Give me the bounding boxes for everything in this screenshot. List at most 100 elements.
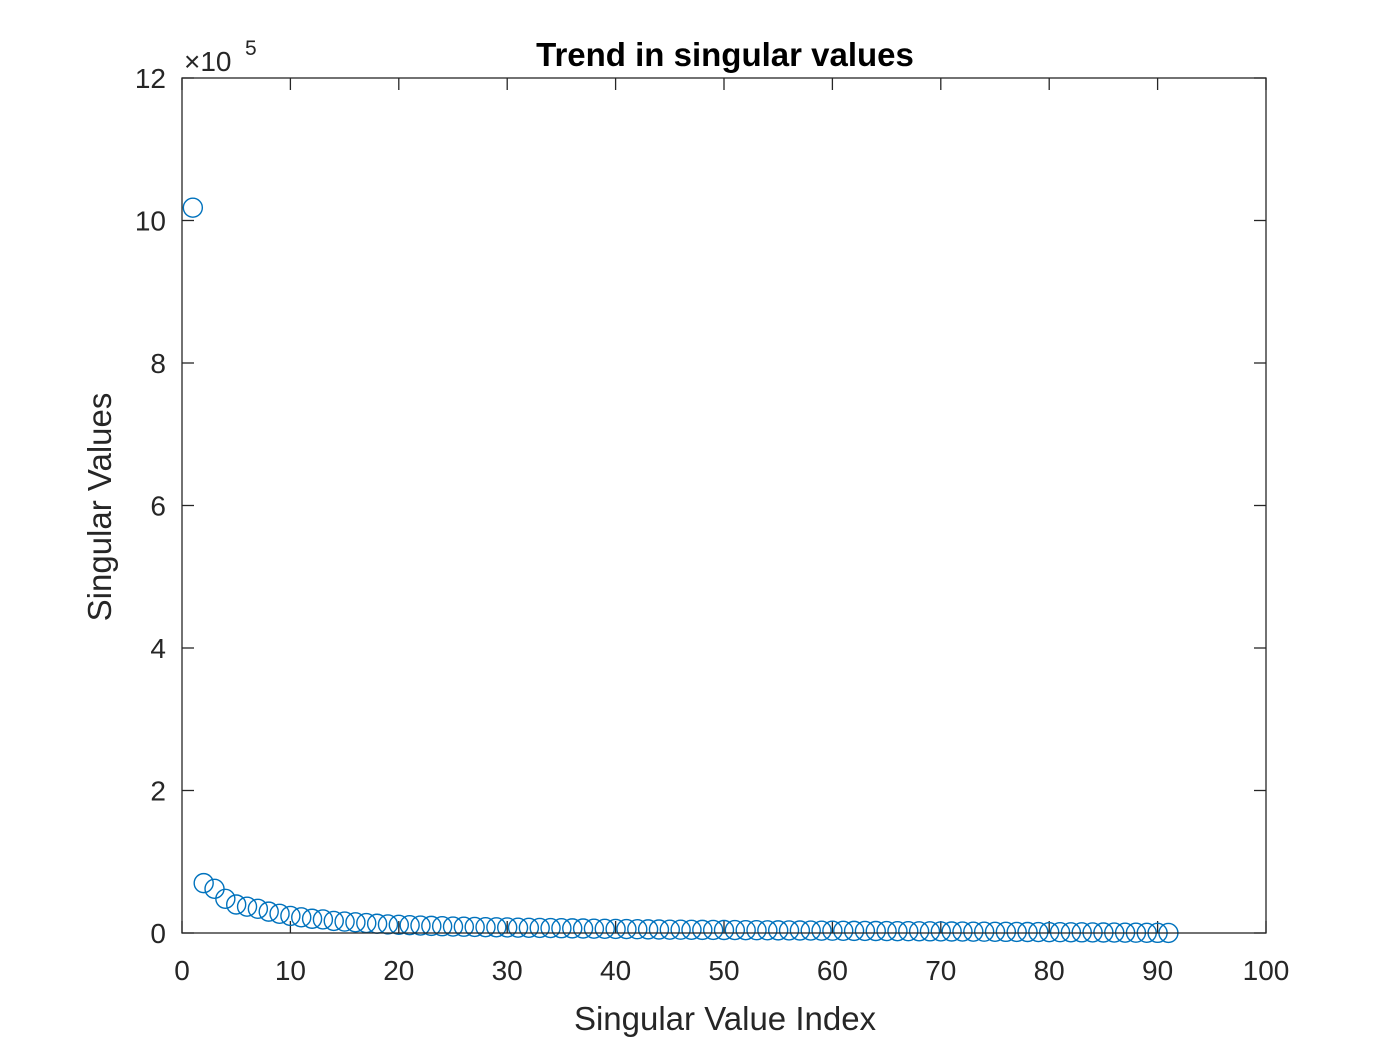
data-point: [301, 908, 323, 929]
data-point: [702, 919, 724, 941]
data-point: [312, 909, 334, 930]
data-point: [518, 917, 540, 938]
data-point: [193, 872, 214, 894]
data-point: [930, 921, 951, 942]
data-point: [757, 920, 778, 941]
data-point: [919, 921, 941, 942]
data-point: [637, 919, 659, 940]
data-point: [616, 918, 637, 940]
data-point: [800, 920, 821, 941]
data-point: [724, 919, 746, 941]
y-exponent-label: ×10 5: [184, 37, 257, 77]
data-point: [507, 917, 529, 938]
data-point: [583, 918, 605, 939]
data-point: [908, 921, 930, 942]
data-point: [280, 905, 301, 927]
data-point: [1060, 922, 1082, 943]
data-point: [258, 901, 279, 922]
data-point: [876, 920, 897, 942]
data-point: [594, 918, 615, 939]
data-point: [952, 921, 973, 942]
data-point: [1049, 922, 1071, 943]
x-tick-label: 80: [1034, 955, 1065, 986]
data-point: [497, 917, 518, 938]
y-tick-label: 4: [150, 633, 166, 664]
axis-tick-labels: 0 10 20 30 40 50 60 70 80 90 100 0 2 4 6 8 10 12: [135, 63, 1290, 986]
data-point: [388, 914, 409, 936]
data-point: [789, 920, 811, 941]
data-point: [746, 920, 767, 941]
data-point: [475, 916, 496, 938]
x-tick-label: 60: [817, 955, 848, 986]
data-point: [973, 921, 995, 942]
data-point: [291, 907, 312, 928]
data-point: [345, 912, 366, 933]
y-tick-label: 10: [135, 206, 166, 237]
data-point: [627, 919, 648, 940]
data-point: [215, 888, 236, 909]
data-point: [1028, 921, 1049, 943]
data-point: [681, 919, 702, 940]
data-point: [540, 917, 561, 939]
data-point: [486, 917, 507, 938]
data-point: [768, 920, 789, 941]
data-point: [377, 914, 399, 935]
data-point: [713, 919, 735, 941]
data-point: [247, 898, 269, 919]
data-point: [898, 921, 919, 942]
y-tick-label: 6: [150, 491, 166, 522]
data-point: [1017, 921, 1038, 943]
data-point: [854, 920, 876, 942]
data-point: [225, 894, 247, 915]
x-tick-label: 10: [275, 955, 306, 986]
x-tick-label: 50: [708, 955, 739, 986]
x-tick-label: 40: [600, 955, 631, 986]
data-point: [334, 911, 355, 932]
data-point: [995, 921, 1017, 943]
chart-title: Trend in singular values: [536, 36, 914, 73]
data-point: [442, 916, 464, 937]
data-point: [833, 920, 854, 941]
data-point: [269, 903, 290, 924]
y-tick-label: 0: [150, 918, 166, 949]
data-point: [453, 916, 475, 937]
data-point: [551, 918, 572, 939]
data-point: [605, 918, 626, 940]
data-point: [822, 920, 843, 941]
data-point: [1038, 921, 1060, 943]
y-exponent-power: 5: [245, 37, 257, 60]
plot-area: [182, 78, 1266, 933]
data-point: [431, 916, 453, 937]
data-point: [464, 916, 485, 938]
x-tick-label: 0: [174, 955, 190, 986]
x-tick-label: 30: [492, 955, 523, 986]
x-tick-label: 70: [925, 955, 956, 986]
y-tick-label: 8: [150, 348, 166, 379]
x-axis-label: Singular Value Index: [574, 1000, 877, 1037]
x-tick-label: 100: [1243, 955, 1290, 986]
y-axis-label: Singular Values: [81, 393, 118, 622]
data-point: [399, 914, 420, 936]
data-point: [941, 921, 962, 942]
data-point: [963, 921, 984, 942]
x-tick-label: 90: [1142, 955, 1173, 986]
data-point: [778, 920, 800, 941]
data-point: [410, 915, 431, 936]
y-tick-label: 12: [135, 63, 166, 94]
data-point: [811, 920, 832, 941]
data-point: [692, 919, 713, 941]
plot-frame: [181, 77, 1267, 934]
data-point: [323, 910, 344, 932]
data-point: [865, 920, 886, 942]
data-point: [572, 918, 594, 939]
data-point: [236, 896, 258, 917]
data-point: [1006, 921, 1027, 943]
data-point: [735, 919, 756, 941]
data-point: [182, 197, 204, 218]
data-point: [887, 920, 908, 942]
data-point: [529, 917, 550, 939]
y-tick-label: 2: [150, 776, 166, 807]
data-point: [421, 915, 442, 937]
data-point: [659, 919, 680, 940]
